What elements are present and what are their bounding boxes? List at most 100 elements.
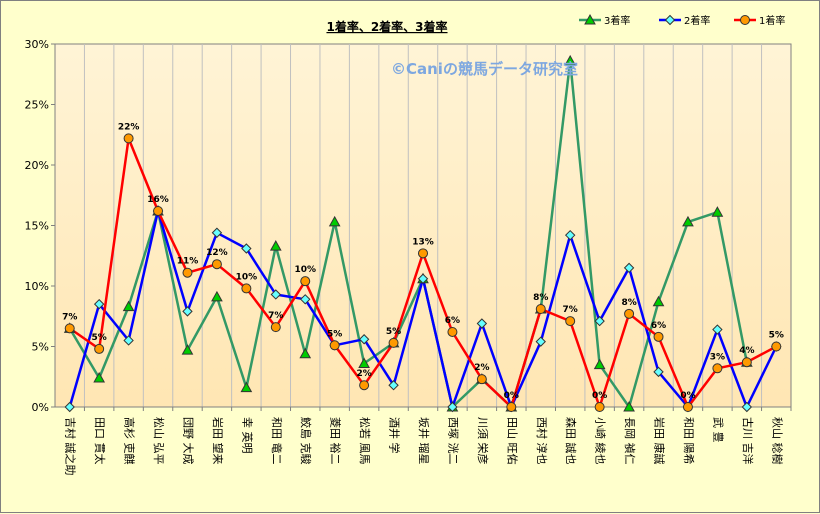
series-3-point bbox=[447, 326, 458, 337]
series-2-point bbox=[388, 380, 399, 391]
legend-label-2: 2着率 bbox=[684, 14, 710, 27]
x-tick-label: 吉村 誠之助 bbox=[64, 417, 78, 476]
series-3-point bbox=[741, 357, 752, 368]
series-3-point bbox=[506, 402, 517, 412]
x-tick-label: 西村 淳也 bbox=[535, 417, 549, 465]
series-3-point bbox=[270, 322, 281, 333]
legend-label-3: 1着率 bbox=[759, 14, 785, 27]
data-label: 6% bbox=[445, 316, 460, 326]
data-label: 2% bbox=[474, 363, 489, 373]
x-tick-label: 田口 貫太 bbox=[93, 417, 106, 465]
series-3-point bbox=[476, 374, 487, 385]
x-tick-label: 鮫島 克駿 bbox=[299, 417, 313, 465]
x-tick-label: 菱田 裕二 bbox=[329, 417, 342, 465]
data-label: 5% bbox=[92, 333, 107, 343]
x-tick-label: 小崎 綾也 bbox=[594, 417, 608, 465]
series-3-point bbox=[64, 323, 75, 334]
series-3-point bbox=[182, 267, 193, 278]
watermark: ©Caniの競馬データ研究室 bbox=[391, 60, 578, 78]
data-label: 0% bbox=[592, 391, 607, 401]
data-label: 4% bbox=[739, 346, 754, 356]
chart-title: 1着率、2着率、3着率 bbox=[326, 19, 447, 34]
series-1-point bbox=[269, 240, 282, 251]
series-2-point bbox=[211, 227, 223, 238]
series-3-point bbox=[771, 341, 782, 352]
data-label: 5% bbox=[769, 331, 784, 341]
data-label: 2% bbox=[356, 369, 371, 379]
series-2-point bbox=[712, 324, 723, 335]
series-2-point bbox=[64, 401, 75, 413]
y-tick-label: 5% bbox=[32, 341, 49, 354]
series-1-point bbox=[240, 381, 253, 393]
series-1-point bbox=[711, 206, 724, 217]
series-3-point bbox=[418, 248, 428, 259]
data-label: 7% bbox=[268, 311, 283, 321]
series-2-point bbox=[300, 294, 311, 305]
x-tick-label: 田山 旺佑 bbox=[505, 417, 519, 465]
y-tick-label: 10% bbox=[25, 280, 49, 293]
x-tick-label: 川須 栄彦 bbox=[476, 417, 490, 465]
data-label: 16% bbox=[147, 195, 169, 205]
series-3-point bbox=[388, 337, 399, 348]
data-label: 3% bbox=[710, 352, 725, 362]
series-1-point bbox=[623, 400, 635, 412]
series-3-point bbox=[535, 303, 546, 314]
series-2-point bbox=[270, 289, 282, 300]
series-2-point bbox=[535, 336, 546, 347]
data-label: 8% bbox=[533, 293, 548, 303]
series-3-point bbox=[94, 343, 105, 354]
series-3-point bbox=[712, 363, 723, 374]
series-2-point bbox=[476, 318, 488, 329]
series-2-point bbox=[182, 306, 193, 317]
data-label: 13% bbox=[412, 237, 434, 247]
series-1-point bbox=[358, 357, 370, 368]
x-tick-label: 武 豊 bbox=[711, 417, 724, 443]
series-3-point bbox=[594, 402, 605, 412]
series-1-point bbox=[93, 371, 106, 383]
series-2-point bbox=[417, 273, 429, 284]
series-2-point bbox=[623, 262, 635, 274]
data-label: 11% bbox=[177, 257, 199, 267]
series-2-point bbox=[653, 366, 664, 378]
legend-marker-3 bbox=[740, 15, 750, 25]
series-1-point bbox=[682, 215, 694, 227]
x-tick-label: 長岡 禎仁 bbox=[623, 417, 636, 465]
series-2-point bbox=[241, 243, 252, 254]
x-tick-label: 酒井 学 bbox=[388, 417, 402, 454]
y-tick-label: 0% bbox=[32, 401, 49, 414]
x-tick-label: 松山 弘平 bbox=[152, 417, 166, 465]
series-3-point bbox=[211, 259, 222, 270]
series-2-point bbox=[741, 401, 753, 413]
y-tick-label: 30% bbox=[25, 38, 49, 51]
data-label: 0% bbox=[504, 391, 519, 401]
series-2-point bbox=[594, 315, 605, 327]
y-tick-label: 15% bbox=[25, 220, 49, 233]
series-3-point bbox=[682, 402, 693, 412]
data-label: 10% bbox=[294, 265, 316, 275]
x-tick-label: 松若 風馬 bbox=[358, 417, 372, 465]
series-1-point bbox=[593, 358, 606, 370]
data-label: 7% bbox=[563, 305, 578, 315]
series-2-point bbox=[358, 334, 370, 345]
series-3-point bbox=[329, 340, 340, 351]
y-tick-label: 20% bbox=[25, 159, 49, 172]
series-1-point bbox=[652, 295, 665, 307]
series-1-point bbox=[564, 54, 577, 66]
x-tick-label: 幸 英明 bbox=[240, 417, 254, 454]
series-3-point bbox=[565, 316, 576, 327]
legend-label-1: 3着率 bbox=[604, 14, 630, 27]
data-label: 10% bbox=[236, 272, 258, 282]
data-label: 5% bbox=[386, 327, 401, 337]
legend: 3着率 2着率 1着率 bbox=[579, 13, 785, 27]
series-3-point bbox=[123, 133, 134, 144]
data-label: 12% bbox=[206, 248, 228, 258]
x-tick-label: 和田 竜二 bbox=[270, 417, 284, 465]
series-2-point bbox=[93, 298, 105, 310]
series-2-point bbox=[564, 229, 576, 241]
x-tick-label: 岩田 康誠 bbox=[653, 417, 667, 465]
legend-marker-2 bbox=[664, 14, 676, 26]
x-tick-label: 坂井 瑠星 bbox=[417, 417, 431, 465]
series-3-point bbox=[653, 331, 664, 342]
series-1-point bbox=[299, 347, 312, 359]
